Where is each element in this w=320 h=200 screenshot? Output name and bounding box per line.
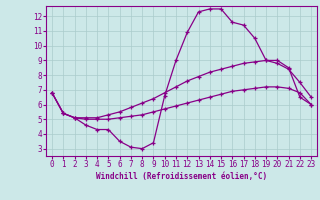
- X-axis label: Windchill (Refroidissement éolien,°C): Windchill (Refroidissement éolien,°C): [96, 172, 267, 181]
